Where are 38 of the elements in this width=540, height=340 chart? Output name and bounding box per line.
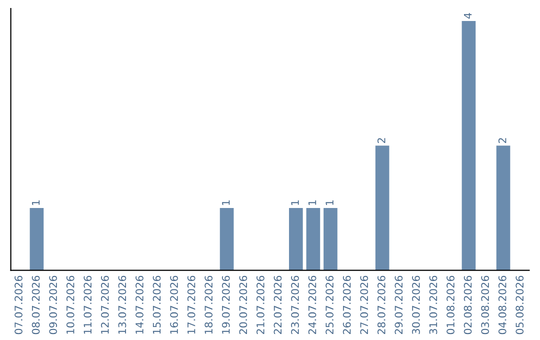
x-tick-label: 20.07.2026 (239, 276, 248, 334)
data-label: 1 (308, 200, 316, 205)
x-tick-label: 09.07.2026 (49, 276, 58, 334)
x-tick-label: 05.08.2026 (516, 276, 524, 334)
x-tick-label: 28.07.2026 (377, 276, 386, 334)
data-label: 2 (498, 138, 506, 143)
x-tick-label: 01.08.2026 (446, 276, 454, 334)
data-label: 4 (464, 13, 472, 19)
data-label: 2 (377, 138, 386, 143)
data-label: 1 (326, 200, 334, 205)
x-tick-label: 24.07.2026 (308, 276, 316, 334)
x-tick-label: 03.08.2026 (481, 276, 490, 334)
x-tick-label: 16.07.2026 (170, 276, 178, 334)
x-tick-label: 23.07.2026 (291, 276, 299, 334)
x-tick-label: 12.07.2026 (100, 276, 109, 334)
x-tick-label: 04.08.2026 (498, 276, 506, 334)
x-tick-label: 18.07.2026 (204, 276, 213, 334)
data-label: 1 (291, 200, 299, 205)
x-tick-label: 29.07.2026 (394, 276, 403, 334)
x-tick-label: 11.07.2026 (84, 276, 92, 334)
x-tick-label: 25.07.2026 (326, 276, 334, 334)
x-tick-label: 02.08.2026 (464, 276, 472, 334)
data-label: 1 (32, 200, 40, 205)
x-tick-label: 19.07.2026 (222, 276, 230, 334)
x-tick-label: 17.07.2026 (187, 276, 196, 334)
x-tick-label: 31.07.2026 (429, 276, 438, 334)
x-tick-label: 14.07.2026 (136, 276, 144, 334)
x-tick-label: 30.07.2026 (412, 276, 420, 334)
x-tick-label: 22.07.2026 (274, 276, 282, 334)
x-tick-label: 21.07.2026 (256, 276, 264, 334)
x-tick-label: 13.07.2026 (118, 276, 126, 334)
x-tick-label: 07.07.2026 (14, 276, 22, 334)
x-tick-label: 26.07.2026 (342, 276, 351, 334)
x-tick-label: 10.07.2026 (66, 276, 74, 334)
x-tick-label: 15.07.2026 (152, 276, 161, 334)
x-tick-label: 08.07.2026 (32, 276, 40, 334)
data-label: 1 (222, 200, 230, 205)
x-tick-label: 27.07.2026 (360, 276, 368, 334)
